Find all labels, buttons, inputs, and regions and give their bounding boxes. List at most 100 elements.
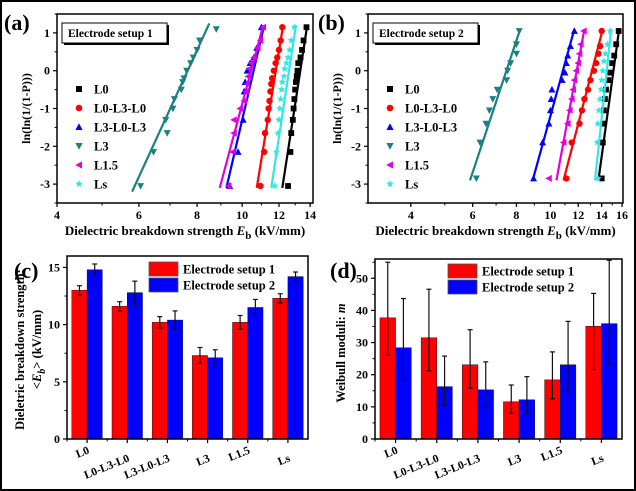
panel-label: (d) <box>330 258 357 283</box>
data-point-triangle-up <box>562 59 570 67</box>
data-point-triangle-left <box>247 59 254 67</box>
category-label: Ls <box>590 452 606 468</box>
legend-item: L0 <box>76 83 109 97</box>
data-point-square <box>299 47 305 53</box>
y-tick-label: 1 <box>355 26 361 40</box>
data-point-triangle-up <box>570 27 578 34</box>
data-point-triangle-up <box>558 76 566 84</box>
data-point-triangle-left <box>559 139 567 147</box>
legend-label: L3-L0-L3 <box>94 121 146 135</box>
data-point-triangle-left <box>236 105 244 112</box>
weibull-plot-a: 4 6 8 10 12 14 -3 -2 -1 0 1 Dielectric breakdown st… <box>19 13 316 242</box>
data-point-circle <box>265 105 272 112</box>
data-point-square <box>613 41 620 48</box>
x-axis-label-var: E <box>546 223 556 238</box>
data-point-triangle-down <box>150 149 158 156</box>
data-point-triangle-left <box>572 67 580 75</box>
data-point-triangle-left <box>568 95 575 103</box>
bar <box>111 306 128 440</box>
x-tick-label: 14 <box>596 208 608 222</box>
data-point-circle <box>270 67 278 74</box>
data-point-star <box>276 95 285 103</box>
data-point-square <box>600 120 607 127</box>
legend-swatch <box>447 279 478 295</box>
legend-label: Electrode setup 2 <box>482 281 574 295</box>
series-l0-l3-l0 <box>255 24 286 190</box>
category-label: L0-L3-L0 <box>82 453 131 482</box>
data-point-triangle-down <box>212 26 220 33</box>
data-point-square <box>297 54 304 61</box>
data-point-triangle-up <box>546 106 554 114</box>
legend-item: Electrode setup 1 <box>447 263 574 279</box>
data-point-triangle-down <box>515 28 523 35</box>
x-axis-label-unit: (kV/mm) <box>251 223 305 238</box>
legend-item: Electrode setup 2 <box>447 279 574 295</box>
bar <box>232 322 248 440</box>
data-point-triangle-up <box>234 148 242 155</box>
data-point-triangle-left <box>253 44 261 52</box>
legend-marker <box>76 86 82 92</box>
x-axis-label-text: Dielectric breakdown strength <box>375 223 547 238</box>
legend-swatch <box>447 263 478 279</box>
data-point-triangle-down <box>162 116 170 124</box>
data-point-square <box>600 107 607 114</box>
data-point-star <box>596 95 604 103</box>
legend-item: L1.5 <box>386 159 429 173</box>
y-tick-label: 5 <box>54 375 60 389</box>
x-axis-label: Dielectric breakdown strength Eb (kV/mm) <box>375 223 615 242</box>
data-point-square <box>615 28 622 34</box>
data-point-square <box>303 24 310 31</box>
data-point-triangle-down <box>476 139 484 147</box>
x-tick-label: 10 <box>236 208 248 222</box>
legend-item: Electrode setup 1 <box>148 261 275 277</box>
data-point-square <box>291 96 298 102</box>
legend-label: Electrode setup 2 <box>183 279 275 293</box>
bar <box>127 292 143 440</box>
category-label: Ls <box>276 452 292 468</box>
data-point-circle <box>268 80 275 88</box>
y-axis-label: ln(ln(1/(1-P))) <box>19 73 33 144</box>
legend-item: L0 <box>387 83 420 97</box>
data-point-square <box>603 86 609 93</box>
data-point-triangle-down <box>180 75 188 82</box>
x-axis-label-sub: b <box>556 230 562 242</box>
legend-label: L1.5 <box>94 159 118 173</box>
data-point-circle <box>592 59 600 67</box>
data-point-triangle-left <box>229 148 236 156</box>
data-point-triangle-down <box>503 77 511 84</box>
data-point-triangle-down <box>183 67 191 75</box>
y-tick-label: 40 <box>356 303 368 317</box>
data-point-star <box>290 23 299 31</box>
data-point-triangle-down <box>472 175 480 183</box>
legend-label: L3-L0-L3 <box>405 121 457 135</box>
series-l3-l0-l3 <box>530 27 578 182</box>
legend-item: L3 <box>75 140 109 154</box>
annotation-text: Electrode setup 2 <box>379 28 464 40</box>
legend-marker <box>75 180 83 188</box>
data-point-star <box>593 138 601 146</box>
fit-line <box>531 28 576 181</box>
data-point-circle <box>584 86 592 93</box>
x-tick-label: 6 <box>470 208 476 222</box>
data-point-circle <box>568 139 575 146</box>
fit-line <box>270 25 298 189</box>
y-tick-label: 10 <box>356 400 368 414</box>
legend-label: L0 <box>405 83 420 97</box>
bar <box>287 276 304 440</box>
data-point-triangle-left <box>245 65 252 73</box>
data-point-triangle-left <box>242 87 250 95</box>
legend-item: L0-L3-L0 <box>75 102 146 116</box>
panel-label: (a) <box>4 10 30 35</box>
data-point-star <box>277 85 286 93</box>
data-point-triangle-up <box>564 51 572 59</box>
legend-item: L3 <box>386 140 420 154</box>
data-point-triangle-up <box>561 68 569 76</box>
legend-swatch <box>148 277 179 293</box>
data-point-triangle-left <box>570 76 578 84</box>
category-label: L0-L3-L0 <box>392 453 441 482</box>
series-l0 <box>597 28 622 182</box>
data-point-triangle-left <box>224 182 232 190</box>
category-label: L1.5 <box>539 445 564 464</box>
